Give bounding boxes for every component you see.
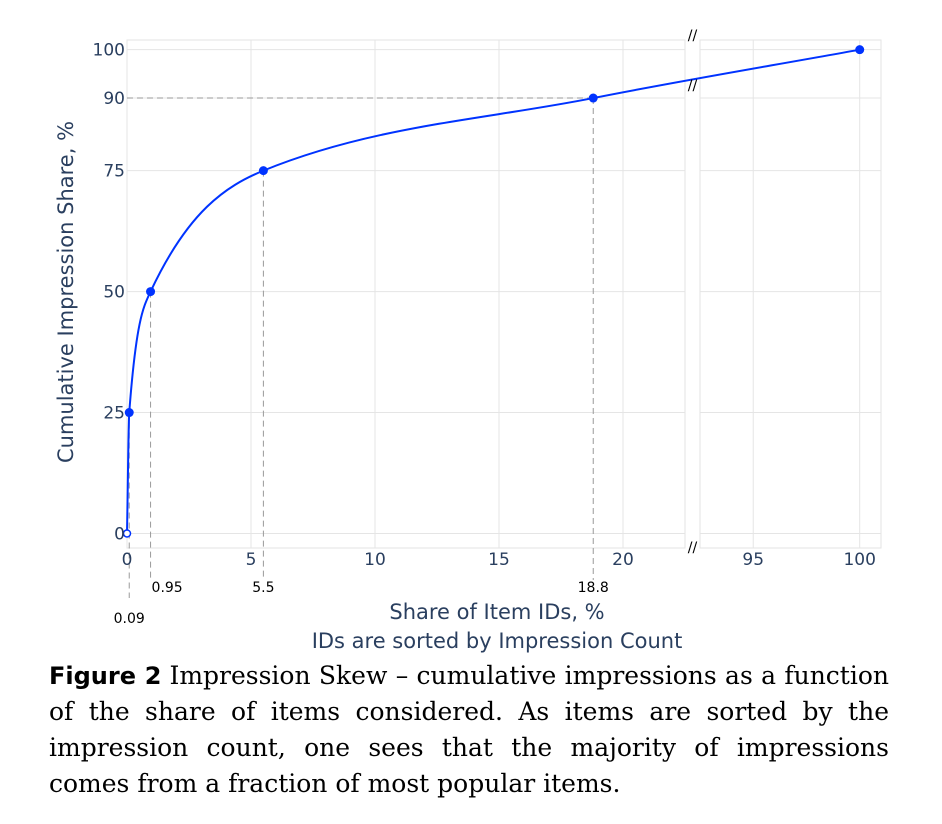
x-annotation-label: 0.09 [114, 611, 145, 627]
plot-panel-1 [126, 39, 686, 549]
x-axis-subtitle: IDs are sorted by Impression Count [312, 629, 683, 653]
data-point [855, 45, 865, 55]
data-point [146, 287, 156, 297]
x-axis-title: Share of Item IDs, % [389, 600, 604, 624]
reference-lines [127, 97, 594, 598]
x-annotations: 0.09 0.95 5.5 18.8 [114, 580, 609, 627]
data-point [122, 529, 132, 538]
x-tick-label: 100 [843, 550, 875, 570]
x-tick-label: 10 [364, 550, 386, 570]
x-tick-label: 0 [122, 550, 133, 570]
data-points [122, 45, 865, 538]
data-point [258, 166, 268, 176]
y-tick-label: 90 [103, 89, 125, 109]
figure-caption: Figure 2 Impression Skew – cumulative imp… [49, 658, 889, 802]
caption-text: Impression Skew – cumulative impressions… [49, 661, 889, 798]
figure-label: Figure 2 [49, 662, 162, 690]
x-tick-label: 5 [246, 550, 257, 570]
axis-break-marker: // [688, 28, 698, 44]
y-tick-label: 100 [93, 41, 125, 61]
x-annotation-label: 5.5 [252, 580, 274, 596]
data-point [124, 408, 134, 418]
y-tick-label: 25 [103, 404, 125, 424]
y-axis-title: Cumulative Impression Share, % [54, 121, 78, 463]
data-point [588, 93, 598, 103]
tick-labels: 0 25 50 75 90 100 0 5 10 15 20 95 100 [93, 41, 876, 570]
x-tick-label: 20 [612, 550, 634, 570]
x-annotation-label: 18.8 [578, 580, 609, 596]
y-tick-label: 75 [103, 162, 125, 182]
x-tick-label: 15 [488, 550, 510, 570]
y-tick-label: 0 [114, 524, 125, 544]
y-tick-label: 50 [103, 283, 125, 303]
plot-panel-2 [699, 39, 882, 549]
x-annotation-label: 0.95 [152, 580, 183, 596]
gridlines [126, 39, 882, 549]
axis-break-marker: // [688, 78, 698, 94]
axis-break-marker: // [688, 540, 698, 556]
x-tick-label: 95 [742, 550, 764, 570]
axis-break-markers: // // // [688, 28, 698, 556]
